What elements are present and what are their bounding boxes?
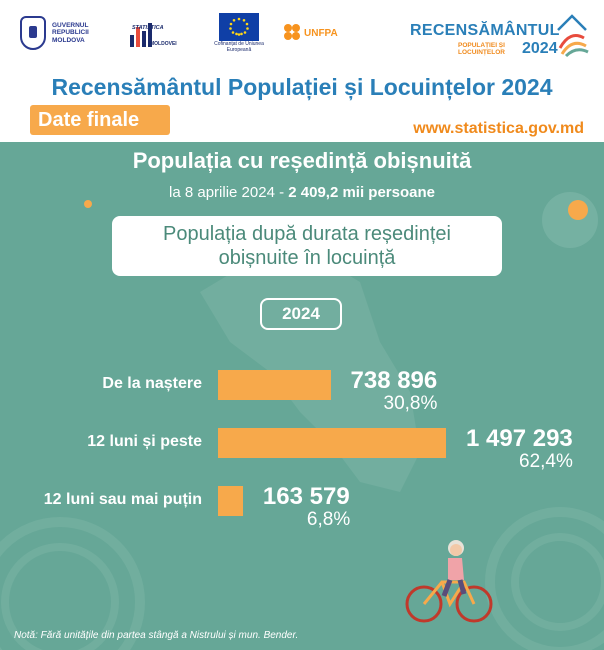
eu-logo: Cofinanțat de Uniunea Europeană <box>212 13 266 53</box>
bar <box>218 428 446 458</box>
panel-heading: Populația cu reședință obișnuită <box>132 148 472 173</box>
statistica-logo-top: STATISTICA <box>132 25 164 31</box>
bar-value-label: 738 896 <box>350 367 438 394</box>
census-logo-word: RECENSĂMÂNTUL <box>410 22 560 39</box>
bar-label: De la naștere <box>102 375 202 392</box>
unfpa-logo: UNFPA <box>282 22 338 44</box>
partner-logos: GUVERNUL REPUBLICII MOLDOVA STATISTICA M… <box>20 12 348 54</box>
year-box: 2024 <box>260 298 342 330</box>
cyclist-icon <box>405 540 493 623</box>
bar-percent-label: 30,8% <box>383 393 438 414</box>
census-house-icon <box>557 14 589 58</box>
bar-percent-label: 62,4% <box>519 451 573 472</box>
government-logo-text: GUVERNUL REPUBLICII MOLDOVA <box>52 21 89 44</box>
census-logo: RECENSĂMÂNTUL POPULAȚIEI ȘI LOCUINȚELOR … <box>410 12 590 62</box>
website-link[interactable]: www.statistica.gov.md <box>413 120 584 137</box>
chart-title-box: Populația după durata reședinței obișnui… <box>112 216 502 276</box>
unfpa-icon <box>284 24 300 40</box>
chart-title-line1: Populația după durata reședinței <box>163 223 451 245</box>
eu-caption: Cofinanțat de Uniunea Europeană <box>214 41 264 53</box>
footnote: Notă: Fără unitățile din partea stângă a… <box>14 630 299 641</box>
census-logo-sub: POPULAȚIEI ȘI LOCUINȚELOR <box>458 42 505 56</box>
unfpa-text: UNFPA <box>304 27 338 39</box>
government-logo: GUVERNUL REPUBLICII MOLDOVA <box>20 16 112 50</box>
statistica-logo: STATISTICA MOLDOVEI <box>130 15 194 51</box>
census-logo-year: 2024 <box>522 40 558 57</box>
bar <box>218 370 331 400</box>
panel-subtitle: la 8 aprilie 2024 - 2 409,2 mii persoane <box>0 184 604 201</box>
page-title: Recensământul Populației și Locuințelor … <box>51 74 553 100</box>
statistica-bars-icon <box>130 23 152 47</box>
bar-label: 12 luni și peste <box>87 433 202 450</box>
bar-label: 12 luni sau mai puțin <box>43 491 202 508</box>
bar-value-label: 1 497 293 <box>466 425 573 452</box>
infographic-panel: Populația cu reședință obișnuită la 8 ap… <box>0 142 604 650</box>
eu-flag-icon <box>219 13 259 41</box>
coat-of-arms-icon <box>20 16 46 50</box>
bar-value-label: 163 579 <box>262 483 350 510</box>
header: GUVERNUL REPUBLICII MOLDOVA STATISTICA M… <box>0 0 604 142</box>
subtitle-total: 2 409,2 mii persoane <box>288 184 435 201</box>
final-data-badge: Date finale <box>30 105 170 135</box>
bar-percent-label: 6,8% <box>306 509 351 530</box>
bar <box>218 486 243 516</box>
subtitle-prefix: la 8 aprilie 2024 - <box>169 184 289 201</box>
statistica-logo-bottom: MOLDOVEI <box>150 41 177 47</box>
chart-title-line2: obișnuite în locuință <box>218 247 396 269</box>
